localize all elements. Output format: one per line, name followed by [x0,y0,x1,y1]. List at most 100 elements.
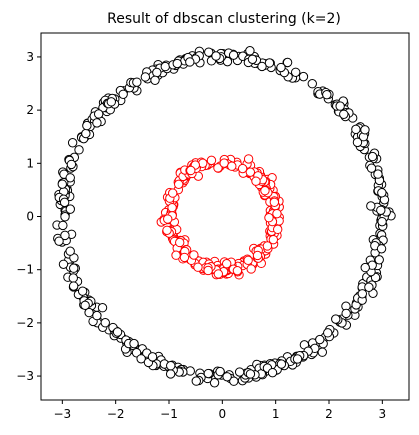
data-point [172,58,182,69]
data-point [173,179,184,190]
data-point [317,347,328,357]
data-point [335,101,345,111]
data-point [276,359,287,369]
data-point [58,220,68,231]
data-point [360,125,370,135]
data-point [251,176,261,186]
data-point [373,169,383,179]
chart-title: Result of dbscan clustering (k=2) [107,11,341,27]
data-point [260,186,270,196]
data-point [92,118,102,128]
data-point [171,250,181,260]
data-point [160,61,170,72]
data-point [298,71,309,82]
data-point [54,236,64,246]
data-point [366,163,377,173]
data-point [360,262,370,273]
x-tick-label: 3 [379,407,387,421]
data-point [222,372,232,382]
data-point [267,367,278,378]
x-axis: −3 −2 −1 0 1 2 3 [53,400,386,421]
series-2 [156,154,284,280]
data-point [243,255,253,266]
data-point [290,67,301,77]
x-tick-label: 1 [272,407,280,421]
data-point [150,75,160,85]
data-point [100,318,110,328]
data-point [166,361,176,371]
data-point [168,188,178,198]
data-point [351,124,361,135]
data-point [262,241,273,251]
data-point [276,62,286,73]
y-tick-label: 2 [26,103,34,117]
data-point [67,138,78,148]
data-point [65,204,76,214]
data-point [140,72,151,82]
y-tick-label: −2 [16,316,34,330]
data-point [273,224,283,235]
data-point [84,307,94,318]
data-point [193,262,203,272]
data-point [247,54,258,64]
data-point [376,205,386,215]
data-point [60,212,70,222]
data-point [376,244,387,254]
data-point [92,310,102,321]
data-point [175,237,185,248]
data-point [163,214,173,224]
y-tick-label: 0 [26,210,34,224]
data-point [58,259,69,269]
data-point [229,376,239,386]
data-point [364,282,374,292]
y-tick-label: −3 [16,369,34,383]
data-point [65,246,75,256]
x-tick-label: −1 [160,407,178,421]
data-point [352,137,363,148]
data-point [59,197,70,208]
data-point [189,250,199,260]
data-point [118,89,128,99]
data-point [339,109,349,119]
data-point [221,258,232,269]
data-point [81,128,91,139]
data-point [215,366,225,377]
data-point [203,265,213,276]
data-point [257,61,267,72]
data-point [97,303,108,313]
data-point [68,281,79,291]
data-point [377,188,387,198]
data-point [252,250,263,261]
data-point [147,352,158,362]
data-point [204,47,214,57]
data-point [206,155,217,166]
y-tick-label: 3 [26,50,34,64]
data-point [65,173,75,183]
data-point [367,151,378,162]
data-point [213,163,223,173]
data-point [243,154,254,164]
data-point [167,202,177,213]
data-point [227,161,237,171]
y-tick-label: −1 [16,263,34,277]
x-tick-label: 2 [325,407,333,421]
data-point [292,354,303,364]
x-tick-label: −3 [53,407,71,421]
data-point [132,77,142,87]
data-point [191,376,201,386]
data-point [228,50,239,60]
data-point [269,197,280,207]
series-1 [52,46,396,388]
data-point [203,368,214,379]
data-point [341,308,351,319]
x-tick-label: 0 [219,407,227,421]
data-point [232,265,243,276]
y-axis: −3 −2 −1 0 1 2 3 [16,50,41,383]
data-point [129,338,139,349]
data-point [69,263,79,273]
data-point [246,264,256,274]
data-point [264,213,274,223]
data-point [264,58,275,68]
data-point [68,273,78,283]
